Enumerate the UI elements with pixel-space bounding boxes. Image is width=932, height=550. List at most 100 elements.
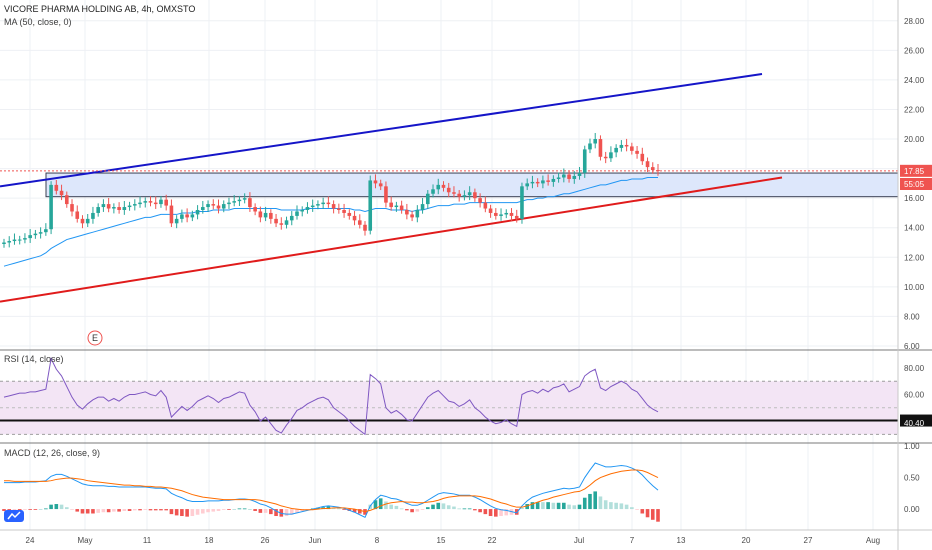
candle-body <box>504 212 509 215</box>
candle-body <box>514 215 519 219</box>
candle-body <box>483 202 488 209</box>
candle-body <box>211 204 216 206</box>
candle-body <box>624 144 629 147</box>
rsi-line[interactable] <box>3 357 659 436</box>
candle-body <box>138 202 142 205</box>
macd-histogram-bar <box>535 502 540 510</box>
macd-histogram-bar <box>201 509 205 514</box>
macd-histogram-bar <box>436 502 441 510</box>
candle-body <box>436 184 441 190</box>
candle-body <box>169 205 174 224</box>
macd-histogram-bar <box>488 509 493 517</box>
countdown-badge: 55:05 <box>900 178 932 190</box>
macd-histogram-bar <box>635 509 639 510</box>
macd-signal-line[interactable] <box>4 469 659 513</box>
macd-pane[interactable] <box>2 462 660 522</box>
macd-histogram-bar <box>159 509 163 511</box>
ma50-line[interactable] <box>3 176 658 267</box>
candle-body <box>645 161 650 168</box>
candle-body <box>38 232 43 234</box>
channel-top-trendline[interactable] <box>0 73 763 188</box>
macd-histogram-bar <box>452 506 456 510</box>
macd-histogram-bar <box>96 509 100 513</box>
ma-legend[interactable]: MA (50, close, 0) <box>4 17 72 27</box>
candle-body <box>17 239 22 241</box>
price-axis-label: 8.00 <box>904 312 920 321</box>
price-axis-label: 14.00 <box>904 224 925 233</box>
candle-body <box>289 215 294 221</box>
candle-body <box>310 205 315 208</box>
macd-axis[interactable]: 1.00 0.50 0.00 <box>904 442 920 514</box>
price-axis-label: 28.00 <box>904 17 925 26</box>
price-axis[interactable]: 28.0026.0024.0022.0020.0018.0016.0014.00… <box>904 17 925 351</box>
candle-body <box>49 184 53 230</box>
last-price-badge: 17.85 <box>900 164 932 177</box>
macd-histogram-bar <box>263 509 268 513</box>
macd-histogram-bar <box>337 508 341 510</box>
macd-histogram-bar <box>656 509 660 522</box>
candle-body <box>457 193 461 197</box>
candle-body <box>133 204 137 206</box>
candle-body <box>425 193 430 205</box>
macd-histogram-bar <box>504 509 509 516</box>
chart-title[interactable]: VICORE PHARMA HOLDING AB, 4h, OMXSTO <box>4 4 196 14</box>
macd-histogram-bar <box>603 500 608 510</box>
earnings-marker[interactable]: E <box>87 330 103 346</box>
macd-histogram-bar <box>630 507 634 510</box>
earnings-circle-icon[interactable] <box>87 330 103 346</box>
channel-bottom-trendline[interactable] <box>0 176 783 303</box>
time-axis-label: 8 <box>375 536 380 545</box>
candle-body <box>258 211 263 218</box>
time-axis[interactable]: 24 May 11 18 26 Jun 8 15 22 Jul 7 13 20 27 Aug <box>26 536 881 545</box>
candle-body <box>452 192 456 194</box>
time-axis-label: 18 <box>205 536 214 545</box>
candle-body <box>467 192 472 196</box>
macd-histogram-bar <box>232 509 237 510</box>
candle-body <box>28 235 32 239</box>
tradingview-logo-icon[interactable] <box>4 510 24 522</box>
macd-histogram-bar <box>44 508 48 510</box>
candle-body <box>373 180 378 184</box>
macd-histogram-bar <box>101 509 106 513</box>
rsi-legend[interactable]: RSI (14, close) <box>4 354 64 364</box>
time-axis-label: 11 <box>143 536 152 545</box>
macd-line[interactable] <box>4 462 659 518</box>
macd-histogram-bar <box>38 509 43 510</box>
macd-histogram-bar <box>190 509 195 517</box>
macd-histogram-bar <box>216 509 221 511</box>
candle-body <box>148 201 153 203</box>
macd-histogram-bar <box>572 505 577 510</box>
candle-body <box>478 198 482 203</box>
macd-histogram-bar <box>185 509 189 517</box>
candle-body <box>180 214 184 219</box>
candles-group[interactable] <box>2 132 660 248</box>
candle-body <box>473 192 477 199</box>
macd-histogram-bar <box>106 509 111 513</box>
macd-histogram-bar <box>2 509 6 511</box>
rsi-axis[interactable]: 80.00 60.00 <box>904 364 925 400</box>
macd-histogram-bar <box>127 509 132 511</box>
macd-histogram-bar <box>195 509 200 515</box>
candle-body <box>446 187 451 193</box>
candle-body <box>389 202 393 208</box>
macd-histogram-bar <box>289 509 294 515</box>
resistance-zone[interactable] <box>45 172 899 198</box>
rsi-pane[interactable] <box>0 357 898 436</box>
macd-legend[interactable]: MACD (12, 26, close, 9) <box>4 448 101 458</box>
candle-body <box>609 152 613 159</box>
macd-histogram-bar <box>619 503 624 510</box>
macd-histogram-bar <box>91 509 95 514</box>
price-axis-label: 12.00 <box>904 253 925 262</box>
candle-body <box>242 198 247 200</box>
candle-body <box>337 208 341 210</box>
candle-body <box>143 201 148 203</box>
macd-histogram-bar <box>562 502 566 510</box>
candle-body <box>64 195 69 205</box>
candle-body <box>630 146 634 151</box>
candle-body <box>185 214 189 218</box>
price-axis-label: 10.00 <box>904 283 925 292</box>
candle-body <box>248 198 252 208</box>
candle-body <box>326 202 331 205</box>
price-pane[interactable]: E <box>0 73 899 346</box>
